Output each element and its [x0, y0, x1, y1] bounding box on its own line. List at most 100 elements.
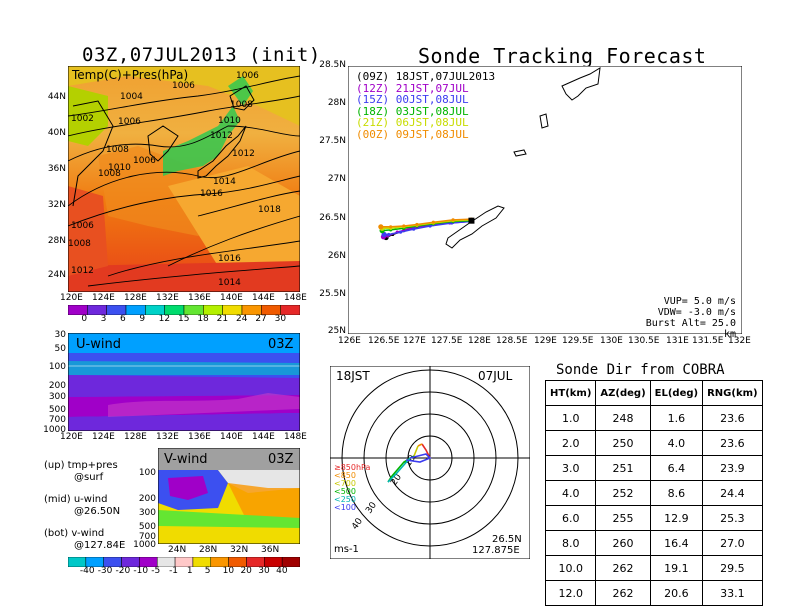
p-tick: 200	[138, 494, 156, 504]
table-cell: 19.1	[649, 555, 704, 581]
p-tick: 700	[138, 532, 156, 542]
polar-date: 07JUL	[478, 369, 513, 383]
table-cell: 250	[595, 430, 651, 456]
lon-tick: 148E	[284, 293, 307, 303]
isobar-label: 1008	[98, 169, 121, 179]
tracking-title: Sonde Tracking Forecast	[418, 44, 707, 68]
lon-tick: 136E	[188, 432, 211, 442]
table-cell: 29.5	[702, 555, 763, 581]
u-wind-p-ticks: 30 50 100 200 300 500 700 1000	[38, 330, 66, 435]
isobar-label: 1016	[200, 189, 223, 199]
level-label: <700	[334, 479, 356, 488]
v-wind-p-ticks: 100 200 300 500 700 1000	[128, 468, 156, 550]
table-cell: 12.0	[544, 580, 597, 606]
colorbar-label: 15	[178, 314, 190, 324]
lon-tick: 128E	[468, 336, 491, 346]
legend-entry: (18Z) 03JST,08JUL	[356, 104, 469, 118]
isobar-labels: 1006 1004 1006 1008 1002 1006 1010 1008 …	[68, 71, 281, 288]
track-point	[431, 220, 435, 224]
lon-tick: 130.5E	[628, 336, 660, 346]
table-cell: 2.0	[544, 430, 597, 456]
lon-tick: 131.5E	[692, 336, 724, 346]
colorbar-label: 1	[186, 566, 193, 576]
desc-up2: @surf	[74, 472, 104, 483]
lon-tick: 130E	[600, 336, 623, 346]
table-cell: 24.4	[702, 480, 763, 506]
temp-map-title: 03Z,07JUL2013 (init)	[82, 44, 321, 66]
colorbar-label: 12	[158, 314, 171, 324]
colorbar-label: 6	[120, 314, 126, 324]
table-cell: 262	[595, 555, 651, 581]
v-wind-panel: V-wind 03Z	[158, 448, 300, 544]
isobar-label: 1012	[210, 131, 233, 141]
table-cell: 255	[595, 505, 651, 531]
panel-description: (up) tmp+pres @surf (mid) u-wind @26.50N…	[44, 460, 125, 552]
track-point	[451, 218, 455, 222]
lat-tick: 25N	[327, 326, 346, 336]
colorbar-label: 21	[216, 314, 229, 324]
tracking-legend: (09Z) 18JST,07JUL2013 (12Z) 21JST,07JUL …	[356, 71, 495, 140]
desc-mid: (mid) u-wind	[44, 494, 108, 505]
isobar-label: 1008	[106, 145, 129, 155]
lat-tick: 32N	[230, 545, 249, 555]
temp-pressure-map: 1006 1004 1006 1008 1002 1006 1010 1008 …	[68, 66, 300, 292]
tracking-lon-ticks: 126E 126.5E 127E 127.5E 128E 128.5E 129E…	[338, 336, 758, 348]
colorbar-label: 20	[240, 566, 252, 576]
colorbar-label: 5	[204, 566, 211, 576]
lat-tick: 26.5N	[319, 213, 346, 223]
v-wind-label: V-wind	[164, 452, 208, 467]
launch-site-marker	[468, 217, 475, 224]
dir-table-title: Sonde Dir from COBRA	[556, 362, 725, 378]
table-cell: 4.0	[544, 480, 597, 506]
isobar-label: 1006	[172, 81, 195, 91]
legend-entry: (00Z) 09JST,08JUL	[356, 127, 469, 141]
lon-tick: 128E	[124, 293, 147, 303]
u-wind-label: U-wind	[76, 337, 121, 352]
p-tick: 200	[48, 381, 66, 391]
lon-tick: 120E	[60, 432, 83, 442]
table-row: 1.0 248 1.6 23.6	[544, 405, 763, 431]
lat-tick: 28N	[199, 545, 218, 555]
p-tick: 300	[138, 508, 156, 518]
colorbar-label: -1	[169, 566, 179, 576]
table-cell: 33.1	[702, 580, 763, 606]
polar-lon: 127.875E	[472, 545, 520, 556]
colorbar-label: 30	[258, 566, 270, 576]
lat-tick: 28N	[327, 98, 346, 108]
v-wind-time: 03Z	[268, 452, 294, 467]
lon-tick: 124E	[92, 432, 115, 442]
table-cell: 23.6	[702, 405, 763, 431]
lat-tick: 27N	[327, 174, 346, 184]
isobar-label: 1006	[118, 117, 141, 127]
lon-tick: 144E	[252, 432, 275, 442]
lat-tick: 25.5N	[319, 289, 346, 299]
lat-tick: 36N	[47, 164, 66, 174]
u-wind-panel: U-wind 03Z	[68, 333, 300, 431]
legend-entry: (09Z) 18JST,07JUL2013	[356, 70, 496, 83]
lon-tick: 124E	[92, 293, 115, 303]
table-row: 10.0 262 19.1 29.5	[544, 555, 763, 581]
lat-tick: 27.5N	[319, 136, 346, 146]
isobar-label: 1010	[108, 163, 131, 173]
p-tick: 300	[48, 392, 66, 402]
colorbar-label: 24	[236, 314, 248, 324]
isobar-label: 1006	[133, 156, 156, 166]
legend-entry: (12Z) 21JST,07JUL	[356, 81, 469, 95]
isobar-label: 1012	[71, 266, 94, 276]
lat-tick: 44N	[47, 92, 66, 102]
level-label: ≥850hPa	[334, 463, 371, 472]
isobar-label: 1014	[213, 177, 236, 187]
isobar-label: 1010	[218, 116, 241, 126]
lat-tick: 28.5N	[319, 60, 346, 70]
isobar-label: 1016	[218, 254, 241, 264]
table-row: 3.0 251 6.4 23.9	[544, 455, 763, 481]
table-cell: 6.4	[649, 455, 704, 481]
colorbar-label: -30	[97, 566, 113, 576]
param-vup: VUP= 5.0 m/s	[663, 296, 736, 307]
u-wind-time: 03Z	[268, 337, 294, 352]
legend-entry: (21Z) 06JST,08JUL	[356, 116, 469, 129]
table-row: 6.0 255 12.9 25.3	[544, 505, 763, 531]
p-tick: 30	[54, 330, 66, 340]
colorbar-label: -40	[79, 566, 95, 576]
legend-entry: (15Z) 00JST,08JUL	[356, 93, 469, 106]
